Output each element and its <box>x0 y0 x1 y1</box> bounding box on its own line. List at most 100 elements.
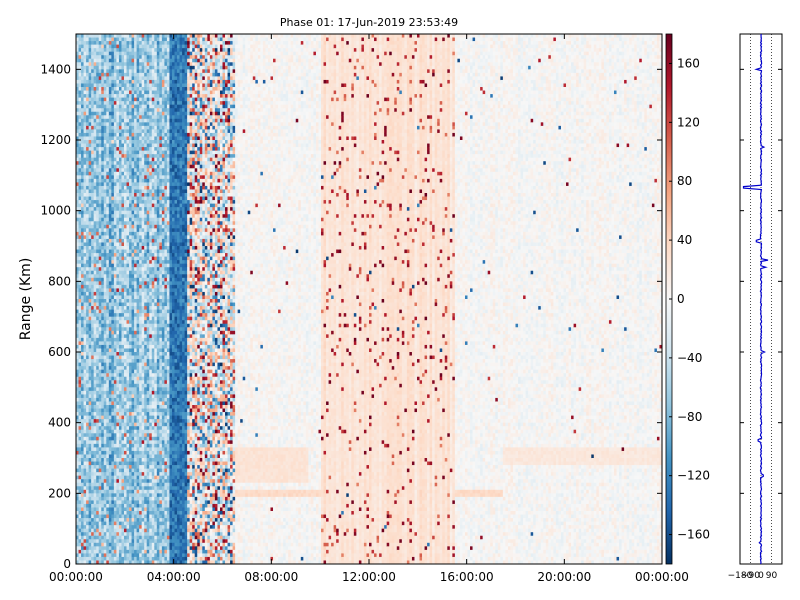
heatmap-cell <box>118 125 122 130</box>
heatmap-cell <box>118 313 122 318</box>
heatmap-cell <box>101 511 105 515</box>
heatmap-cell <box>108 207 112 212</box>
heatmap-cell <box>116 108 120 113</box>
heatmap-cell <box>156 168 160 173</box>
heatmap-cell <box>139 231 143 236</box>
heatmap-cell <box>116 260 120 265</box>
heatmap-cell <box>111 224 115 229</box>
heatmap-cell <box>78 348 82 353</box>
heatmap-cell <box>96 330 100 335</box>
heatmap-cell <box>78 401 82 406</box>
heatmap-cell <box>113 228 117 233</box>
heatmap-cell <box>91 136 95 141</box>
heatmap-cell <box>76 422 79 427</box>
heatmap-cell <box>151 493 155 498</box>
heatmap-cell <box>81 426 84 431</box>
heatmap-cell <box>149 514 153 519</box>
heatmap-cell <box>126 500 130 505</box>
heatmap-cell <box>136 55 140 60</box>
heatmap-cell <box>103 193 107 197</box>
heatmap-cell <box>129 344 132 349</box>
heatmap-cell <box>131 493 135 498</box>
heatmap-cell <box>149 41 153 45</box>
heatmap-cell <box>149 104 153 109</box>
heatmap-cell <box>136 500 140 505</box>
heatmap-cell <box>83 185 87 190</box>
heatmap-cell <box>149 539 153 544</box>
heatmap-cell <box>78 147 82 151</box>
heatmap-cell <box>81 122 84 127</box>
heatmap-cell <box>121 260 125 265</box>
heatmap-cell <box>118 101 122 106</box>
heatmap-cell <box>126 256 130 261</box>
heatmap-cell <box>134 34 138 38</box>
heatmap-cell <box>141 217 145 222</box>
heatmap-cell <box>144 161 148 166</box>
heatmap-cell <box>91 224 95 229</box>
heatmap-cells <box>76 34 663 565</box>
heatmap-cell <box>93 228 97 233</box>
heatmap-cell <box>96 79 100 84</box>
heatmap-cell <box>83 525 87 530</box>
heatmap-cell <box>96 249 100 254</box>
heatmap-cell <box>103 277 107 282</box>
heatmap-cell <box>129 472 132 477</box>
heatmap-cell <box>91 97 95 102</box>
heatmap-cell <box>83 97 87 102</box>
heatmap-cell <box>96 203 100 208</box>
heatmap-cell <box>154 231 158 236</box>
heatmap-cell <box>139 352 143 356</box>
heatmap-cell <box>83 44 87 49</box>
heatmap-cell <box>121 412 125 416</box>
heatmap-cell <box>123 518 127 522</box>
heatmap-cell <box>78 125 82 130</box>
heatmap-cell <box>108 362 112 367</box>
heatmap-cell <box>96 87 100 91</box>
heatmap-cell <box>81 76 84 81</box>
heatmap-cell <box>88 355 92 360</box>
heatmap-cell <box>131 327 135 332</box>
heatmap-cell <box>144 72 148 77</box>
heatmap-cell <box>129 122 132 127</box>
heatmap-cell <box>98 157 102 162</box>
heatmap-cell <box>141 366 145 371</box>
heatmap-cell <box>98 514 102 519</box>
heatmap-cell <box>156 171 160 176</box>
heatmap-cell <box>123 263 127 268</box>
heatmap-cell <box>139 238 143 243</box>
heatmap-cell <box>86 436 90 441</box>
heatmap-cell <box>129 560 132 565</box>
heatmap-cell <box>78 443 82 448</box>
heatmap-cell <box>116 185 120 190</box>
heatmap-cell <box>78 87 82 91</box>
heatmap-cell <box>86 458 90 462</box>
heatmap-cell <box>106 330 110 335</box>
heatmap-cell <box>88 217 92 222</box>
heatmap-cell <box>144 189 148 194</box>
heatmap-cell <box>78 263 82 268</box>
heatmap-cell <box>136 486 140 491</box>
heatmap-cell <box>149 55 153 60</box>
heatmap-cell <box>93 426 97 431</box>
heatmap-cell <box>154 295 158 300</box>
heatmap-cell <box>141 48 145 53</box>
heatmap-cell <box>154 366 158 371</box>
heatmap-cell <box>83 503 87 508</box>
heatmap-cell <box>106 299 110 303</box>
heatmap-cell <box>134 189 138 194</box>
heatmap-cell <box>144 500 148 505</box>
heatmap-cell <box>96 405 100 409</box>
heatmap-cell <box>86 511 90 515</box>
heatmap-cell <box>139 549 143 554</box>
heatmap-cell <box>108 203 112 208</box>
heatmap-cell <box>98 295 102 300</box>
heatmap-cell <box>91 115 95 120</box>
heatmap-cell <box>136 518 140 522</box>
heatmap-cell <box>118 394 122 399</box>
heatmap-cell <box>108 542 112 547</box>
heatmap-cell <box>91 401 95 406</box>
heatmap-cell <box>108 313 112 318</box>
heatmap-cell <box>98 256 102 261</box>
heatmap-cell <box>141 51 145 56</box>
heatmap-cell <box>118 383 122 388</box>
